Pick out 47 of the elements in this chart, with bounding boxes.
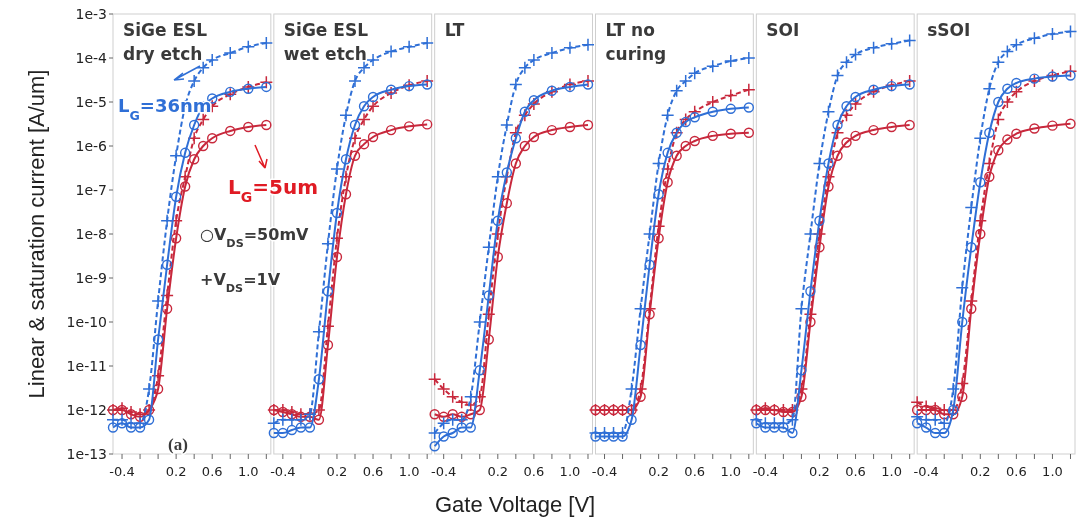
y-tick-label: 1e-13 xyxy=(66,445,107,462)
x-tick-label: -0.4 xyxy=(591,464,618,479)
x-tick-label: -0.4 xyxy=(752,464,779,479)
x-tick-label: 1.0 xyxy=(237,464,259,479)
y-tick-label: 1e-9 xyxy=(75,269,107,286)
chart-title: LT xyxy=(444,20,465,40)
annotation: +V$_{DS}$=1V xyxy=(200,270,281,295)
x-tick-label: 0.2 xyxy=(809,464,830,479)
x-tick-label: 0.2 xyxy=(165,464,187,479)
annotation: (a) xyxy=(168,435,188,454)
y-axis-title: Linear & saturation current [A/um] xyxy=(24,69,49,399)
x-tick-label: 1.0 xyxy=(881,464,902,479)
y-tick-label: 1e-4 xyxy=(75,49,108,66)
x-tick-label: 0.2 xyxy=(969,464,991,479)
y-tick-label: 1e-11 xyxy=(66,357,107,374)
y-tick-label: 1e-10 xyxy=(66,313,107,330)
annotation: ○V$_{DS}$=50mV xyxy=(200,225,310,250)
x-tick-label: -0.4 xyxy=(109,464,135,479)
text: SiGe ESL wet etch xyxy=(283,20,369,64)
x-tick-label: 0.6 xyxy=(201,464,223,479)
y-tick-label: 1e-7 xyxy=(75,181,107,198)
x-tick-label: 0.2 xyxy=(326,464,348,479)
x-tick-label: 0.6 xyxy=(1006,464,1027,479)
x-tick-label: 1.0 xyxy=(398,464,420,479)
x-tick-label: 1.0 xyxy=(720,464,742,479)
x-tick-label: 0.6 xyxy=(523,464,545,479)
y-tick-label: 1e-12 xyxy=(66,401,107,418)
x-tick-label: 0.2 xyxy=(487,464,509,479)
annotation: L$_{G}$=5um xyxy=(228,175,319,205)
x-tick-label: 1.0 xyxy=(1042,464,1063,479)
chart-title: sSOI xyxy=(927,20,971,40)
y-tick-label: 1e-8 xyxy=(75,225,107,242)
text: LT no curing xyxy=(605,20,667,64)
text: SiGe ESL dry etch xyxy=(123,20,208,64)
x-tick-label: 0.6 xyxy=(845,464,866,479)
x-tick-label: 0.6 xyxy=(362,464,384,479)
x-tick-label: 1.0 xyxy=(559,464,581,479)
x-tick-label: -0.4 xyxy=(913,464,939,479)
y-tick-label: 1e-6 xyxy=(75,137,108,154)
x-tick-label: 0.2 xyxy=(648,464,669,479)
x-tick-label: -0.4 xyxy=(431,464,457,479)
x-tick-label: 0.6 xyxy=(684,464,706,479)
y-tick-label: 1e-5 xyxy=(75,93,107,110)
x-axis-title: Gate Voltage [V] xyxy=(434,492,596,517)
chart-title: SOI xyxy=(766,20,800,40)
y-tick-label: 1e-3 xyxy=(75,5,107,22)
x-tick-label: -0.4 xyxy=(270,464,296,479)
